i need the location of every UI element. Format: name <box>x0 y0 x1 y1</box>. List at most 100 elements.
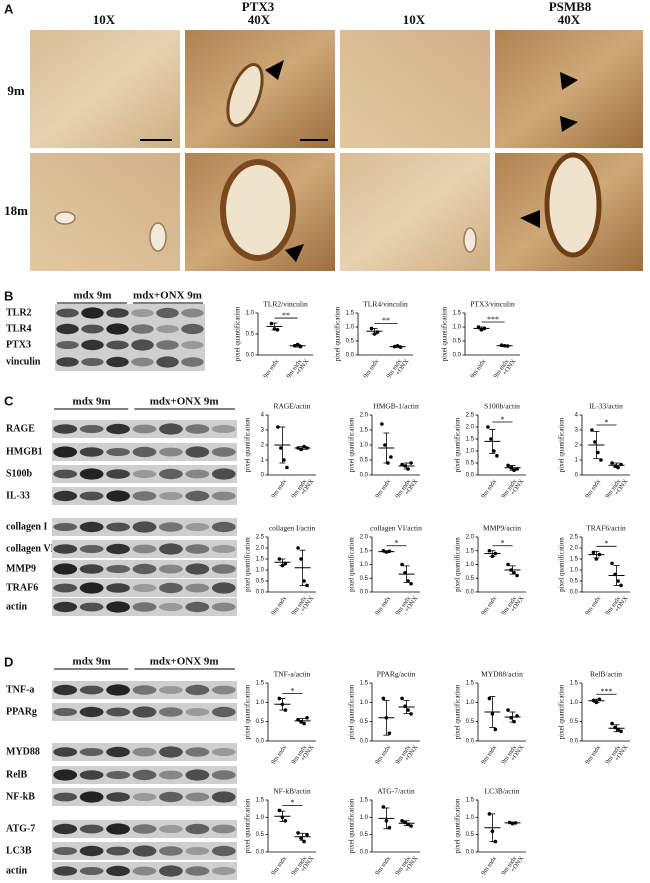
data-point <box>285 465 289 470</box>
y-tick-label: 1 <box>261 458 265 464</box>
blot-band <box>185 769 210 781</box>
y-tick-label: 1.5 <box>360 798 369 804</box>
x-tick-label: 9m mdx <box>480 594 498 616</box>
y-tick-label: 4 <box>261 413 265 419</box>
y-tick-label: 0.0 <box>466 473 475 479</box>
data-point <box>296 546 300 550</box>
y-tick-label: 0.5 <box>570 579 579 585</box>
y-tick-label: 0.0 <box>466 739 475 745</box>
blot-band <box>79 791 104 803</box>
vessel <box>54 211 76 225</box>
y-tick-label: 1.5 <box>466 681 475 687</box>
magnification: 40X <box>248 12 271 27</box>
blot-band <box>211 791 236 803</box>
y-tick-label: 0.0 <box>570 590 579 596</box>
blot-band <box>106 543 130 555</box>
blot-band <box>106 423 130 435</box>
blot-band <box>79 845 104 857</box>
vessel <box>220 159 296 261</box>
blot-band <box>211 685 236 695</box>
blot-band <box>185 847 210 855</box>
blot-band <box>132 470 157 478</box>
data-point <box>506 562 510 567</box>
blot-band <box>185 747 210 757</box>
magnification: 10X <box>93 12 116 27</box>
plot-title: HMGB-1/actin <box>373 402 419 411</box>
data-point <box>590 428 594 432</box>
arrowhead <box>520 210 540 228</box>
y-tick-label: 1.0 <box>570 568 579 574</box>
x-tick-label: 9m mdx <box>480 854 498 876</box>
data-point <box>515 573 519 578</box>
y-tick-label: 1.0 <box>256 568 265 574</box>
blot-band <box>159 447 183 457</box>
y-tick-label: 1.0 <box>360 815 369 821</box>
y-tick-label: 2.5 <box>466 413 475 419</box>
y-tick-label: 1.0 <box>346 325 355 331</box>
blot-row-label: MMP9 <box>6 563 36 574</box>
blot-band <box>53 769 78 781</box>
x-tick-label: 9m mdx <box>270 743 288 765</box>
blot-band <box>132 706 157 718</box>
blot-band <box>106 746 130 758</box>
blot-band <box>53 823 78 835</box>
blot-band <box>132 491 157 501</box>
blot-band <box>211 845 236 857</box>
plot-title: S100b/actin <box>484 402 520 411</box>
plot-title: TRAF6/actin <box>586 524 626 533</box>
y-tick-label: 1.0 <box>360 700 369 706</box>
blot-band <box>159 770 183 780</box>
x-tick-label: 9m mdx <box>480 477 498 499</box>
blot-band <box>185 544 210 554</box>
blot-band <box>79 545 104 553</box>
y-axis-label: pixel quantification <box>334 306 342 361</box>
sig-label: * <box>500 415 504 424</box>
blot-band <box>132 685 157 695</box>
blot-band <box>79 602 104 612</box>
plot-title: TLR4/vinculin <box>363 300 408 309</box>
blot-band <box>53 446 78 458</box>
x-tick-label: 9m mdx <box>469 357 487 379</box>
blot-band <box>53 469 78 479</box>
blot-row-label: MYD88 <box>6 746 40 757</box>
data-point <box>409 824 413 828</box>
blot-band <box>53 583 78 593</box>
y-tick-label: 1.5 <box>466 437 475 443</box>
sig-label: * <box>500 539 504 548</box>
y-tick-label: 1.5 <box>466 798 475 804</box>
blot-row-label: collagen I <box>6 521 47 532</box>
y-tick-label: 0.5 <box>570 719 579 725</box>
blot-band <box>132 584 157 592</box>
y-tick-label: 1.5 <box>570 557 579 563</box>
blot-band <box>132 563 157 575</box>
blot-band <box>53 792 78 802</box>
blot-band <box>156 307 179 319</box>
blot-band <box>159 603 183 611</box>
blot-band <box>79 491 104 501</box>
data-point <box>616 579 620 583</box>
blot-row-label: LC3B <box>6 845 32 856</box>
blot-band <box>185 684 210 696</box>
blot-band <box>211 867 236 875</box>
blot-band <box>131 309 154 317</box>
blot-band <box>185 469 210 479</box>
blot-row-label: actin <box>6 601 28 612</box>
blot-band <box>132 845 157 857</box>
row-label: 9m <box>7 83 25 98</box>
y-axis-label: pixel quantification <box>558 684 566 739</box>
data-point <box>283 819 288 823</box>
blot-band <box>106 308 129 318</box>
blot-band <box>79 447 104 457</box>
blot-band <box>185 490 210 502</box>
y-tick-label: 1 <box>575 458 579 464</box>
vessel <box>149 222 167 252</box>
y-tick-label: 0.0 <box>466 850 475 856</box>
y-tick-label: 0 <box>575 473 579 479</box>
blot-band <box>56 323 79 335</box>
blot-band <box>53 866 78 876</box>
blot-band <box>56 341 79 349</box>
data-point <box>619 462 623 467</box>
y-tick-label: 1.0 <box>466 700 475 706</box>
blot-band <box>132 544 157 554</box>
